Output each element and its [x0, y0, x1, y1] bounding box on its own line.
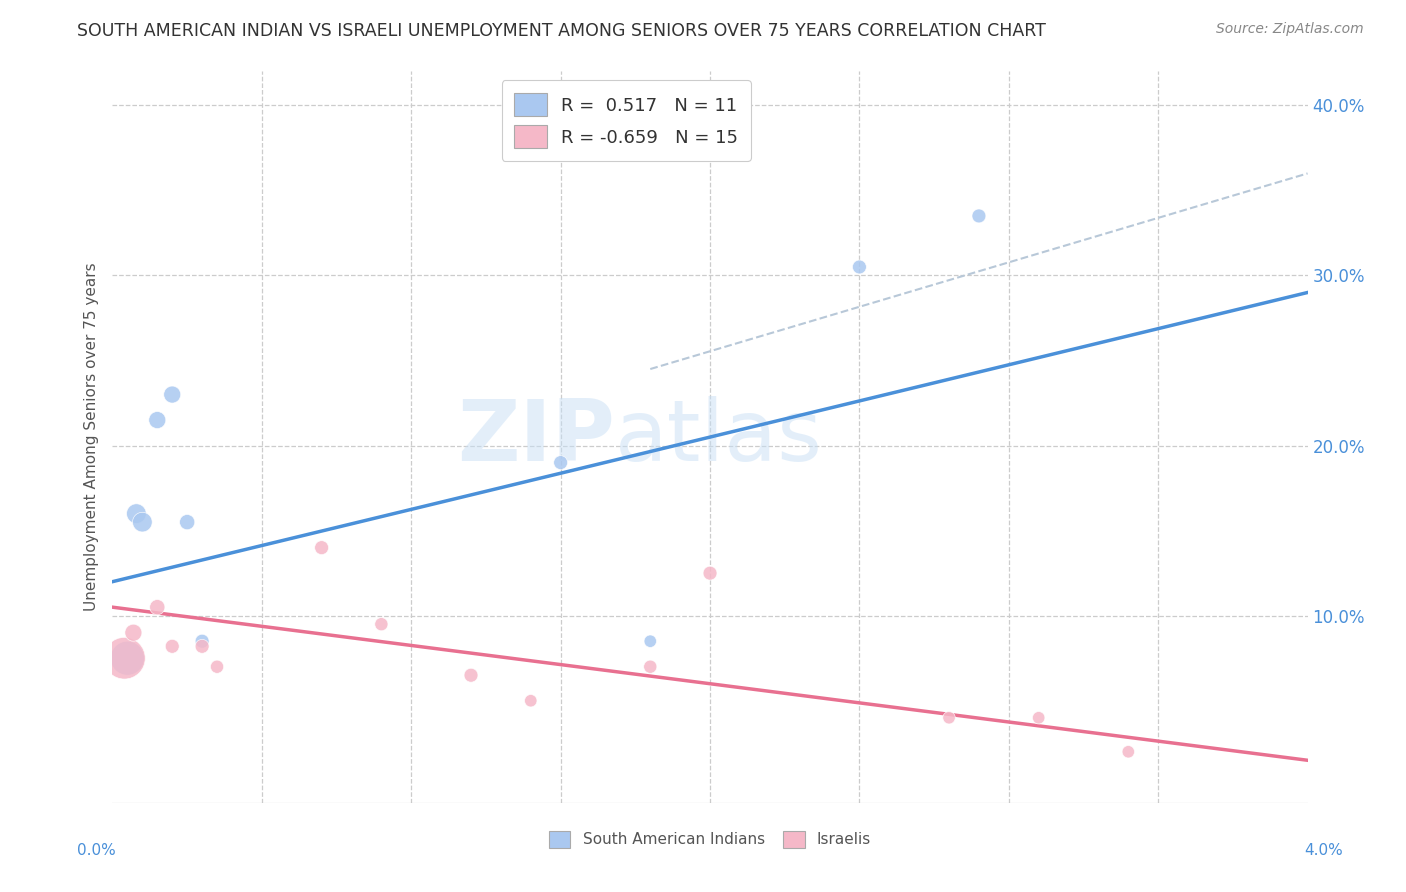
Point [938, 711, 960, 725]
Point [131, 515, 153, 529]
Text: Source: ZipAtlas.com: Source: ZipAtlas.com [1216, 22, 1364, 37]
Point [311, 541, 333, 555]
Point [162, 640, 183, 654]
Point [520, 694, 543, 708]
Point [460, 668, 482, 682]
Point [122, 625, 145, 640]
Point [205, 659, 228, 673]
Legend: South American Indians, Israelis: South American Indians, Israelis [543, 825, 877, 854]
Point [967, 209, 990, 223]
Y-axis label: Unemployment Among Seniors over 75 years: Unemployment Among Seniors over 75 years [84, 263, 100, 611]
Point [146, 600, 169, 615]
Point [125, 507, 148, 521]
Point [370, 617, 392, 632]
Point [117, 651, 139, 665]
Point [162, 387, 183, 401]
Point [1028, 711, 1050, 725]
Text: 4.0%: 4.0% [1303, 843, 1343, 858]
Point [146, 413, 169, 427]
Point [191, 640, 214, 654]
Point [1118, 745, 1140, 759]
Point [114, 651, 135, 665]
Text: 0.0%: 0.0% [77, 843, 117, 858]
Point [640, 634, 662, 648]
Point [550, 456, 572, 470]
Point [640, 659, 662, 673]
Point [191, 634, 214, 648]
Text: ZIP: ZIP [457, 395, 614, 479]
Point [848, 260, 870, 274]
Point [699, 566, 721, 581]
Point [176, 515, 198, 529]
Text: atlas: atlas [614, 395, 823, 479]
Text: SOUTH AMERICAN INDIAN VS ISRAELI UNEMPLOYMENT AMONG SENIORS OVER 75 YEARS CORREL: SOUTH AMERICAN INDIAN VS ISRAELI UNEMPLO… [77, 22, 1046, 40]
